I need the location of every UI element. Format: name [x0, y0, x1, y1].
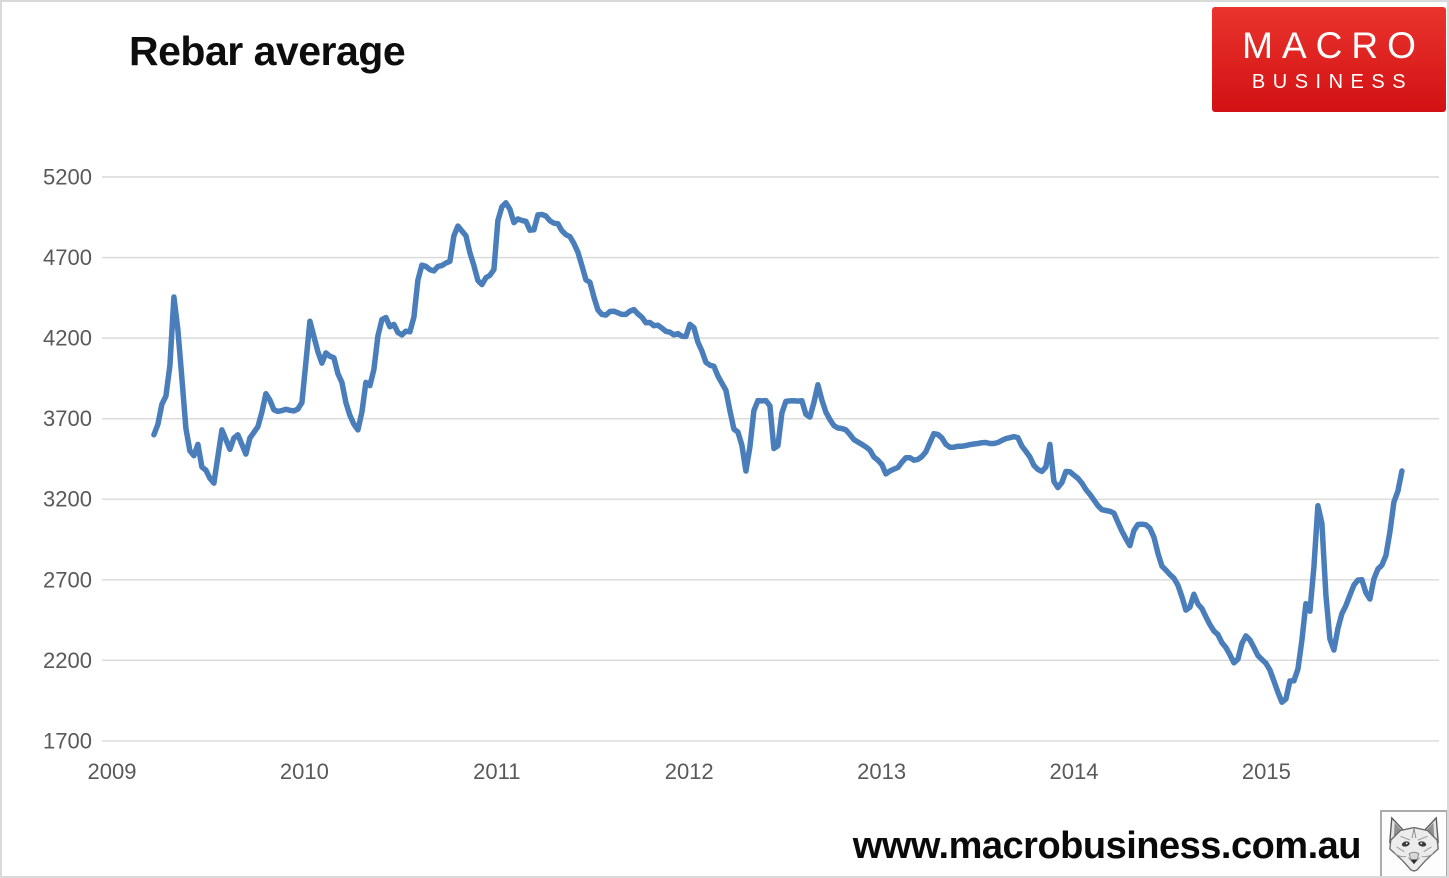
y-tick-label-1700: 1700: [43, 728, 92, 753]
y-tick-label-2700: 2700: [43, 567, 92, 592]
x-tick-label-2015: 2015: [1242, 759, 1291, 784]
x-tick-label-2009: 2009: [88, 759, 137, 784]
chart-title: Rebar average: [129, 28, 406, 74]
y-tick-label-3700: 3700: [43, 406, 92, 431]
series-line-rebar-average: [151, 200, 1405, 705]
series-lines: [151, 200, 1405, 705]
x-axis-labels: 2009 2010 2011 2012 2013 2014 2015: [88, 759, 1291, 784]
y-tick-label-4700: 4700: [43, 245, 92, 270]
x-tick-label-2011: 2011: [473, 759, 520, 784]
macrobusiness-logo: MACRO BUSINESS: [1212, 7, 1446, 112]
logo-text-business: BUSINESS: [1251, 71, 1414, 93]
gridlines: [102, 176, 1439, 742]
y-tick-label-4200: 4200: [43, 326, 92, 351]
fox-sketch-icon: [1389, 816, 1439, 872]
y-tick-label-2200: 2200: [43, 648, 92, 673]
x-tick-label-2014: 2014: [1050, 759, 1099, 784]
y-tick-label-5200: 5200: [43, 165, 92, 190]
x-tick-label-2010: 2010: [280, 759, 329, 784]
footer-website-url: www.macrobusiness.com.au: [852, 825, 1362, 867]
y-axis-labels: 1700 2200 2700 3200 3700 4200 4700 5200: [43, 165, 92, 754]
fox-logo-box: [1380, 810, 1447, 876]
y-tick-label-3200: 3200: [43, 487, 92, 512]
x-tick-label-2012: 2012: [665, 759, 714, 784]
logo-text-macro: MACRO: [1242, 25, 1425, 66]
x-tick-label-2013: 2013: [857, 759, 906, 784]
